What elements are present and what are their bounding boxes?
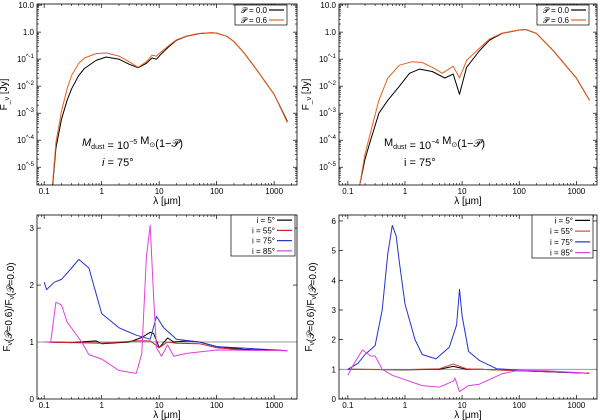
legend: i = 5° i = 55° i = 75° i = 85° [531,214,594,259]
series-line [347,224,590,374]
annotation: Mdust = 10−5 M⊙(1−𝒫) [82,135,183,152]
x-axis-label: λ [μm] [454,196,482,207]
annotation: i = 75° [404,157,436,169]
x-tick-label: 1000 [265,401,283,410]
y-axis-label: Fν(𝒫=0.6)/Fν(𝒫=0.0) [304,262,319,351]
y-tick-label: 10^-2 [319,81,337,91]
series-line [359,29,590,185]
x-tick-label: 10 [155,401,164,410]
annotation: i = 75° [102,157,134,169]
x-tick-label: 0.1 [39,187,51,196]
x-axis-label: λ [μm] [153,410,181,420]
y-tick-label: 3 [30,224,35,233]
plot-frame [36,214,298,400]
x-tick-label: 1000 [265,187,283,196]
legend-label: 𝒫 = 0.0 [543,6,570,15]
x-tick-label: 1000 [567,401,585,410]
y-tick-label: 0 [332,395,337,404]
y-tick-label: 6 [332,217,337,226]
series-line [347,349,590,393]
y-tick-label: 10^-3 [319,108,337,118]
legend-label: 𝒫 = 0.0 [241,6,268,15]
legend-label: 𝒫 = 0.6 [241,16,268,25]
y-tick-label: 5 [332,247,337,256]
panel-3: 0.1 1 10 100 1000 0 1 2 3 i = 5°i = 55° i = 75°i =… [2,214,298,420]
legend-label: i = 5° [256,216,275,225]
series-line [44,224,288,374]
y-tick-label: 10^-4 [17,135,35,145]
y-tick-label: 1.0 [325,28,337,37]
annotation: Mdust = 10−4 M⊙(1−𝒫) [384,135,485,152]
legend: 𝒫 = 0.0𝒫 = 0.6 [536,4,590,26]
legend-label: i = 85° [252,247,275,256]
x-tick-label: 100 [210,187,224,196]
legend-label: 𝒫 = 0.6 [543,16,570,25]
x-tick-label: 1 [99,401,104,410]
legend-box [230,214,296,257]
panel-4: 0.1 1 10 100 1000 0 1 2 3 4 5 6 i = 5° i = 55° i = 75°… [304,214,598,420]
y-tick-label: 0 [30,395,35,404]
legend: i = 5°i = 55° i = 75°i = 85° [230,214,296,257]
x-tick-label: 10 [458,401,467,410]
legend-label: i = 55° [550,227,573,236]
plot-frame [338,3,598,186]
y-tick-label: 4 [332,276,337,285]
x-tick-label: 100 [210,401,224,410]
legend-label: i = 85° [550,249,573,258]
y-tick-label: 2 [332,336,337,345]
plot-frame [36,3,298,186]
y-tick-label: 2 [30,281,35,290]
y-tick-label: 1.0 [23,28,35,37]
x-tick-label: 10 [458,187,467,196]
y-tick-label: 10.0 [320,1,336,10]
legend-label: i = 75° [252,237,275,246]
x-tick-label: 0.1 [342,401,354,410]
y-axis-label: F_ν [Jy] [301,78,313,110]
y-tick-label: 3 [332,306,337,315]
y-tick-label: 10^-5 [17,162,35,172]
y-tick-label: 10.0 [18,1,34,10]
x-tick-label: 1 [99,187,104,196]
x-tick-label: 1 [403,401,408,410]
y-tick-label: 10^-5 [319,162,337,172]
x-tick-label: 100 [513,401,527,410]
y-tick-label: 10^-3 [17,108,35,118]
series-line [43,258,288,352]
y-tick-label: 1 [30,338,35,347]
y-tick-label: 10^-1 [319,54,337,64]
x-tick-label: 1000 [567,187,585,196]
x-axis-label: λ [μm] [153,196,181,207]
x-tick-label: 0.1 [39,401,51,410]
series-line [44,340,288,352]
legend: 𝒫 = 0.0𝒫 = 0.6 [234,4,288,26]
series-line [52,32,288,184]
y-tick-label: 10^-2 [17,81,35,91]
x-tick-label: 0.1 [342,187,354,196]
y-tick-label: 10^-4 [319,135,337,145]
y-axis-label: F_ν [Jy] [0,78,11,110]
y-axis-label: Fν(𝒫=0.6)/Fν(𝒫=0.0) [2,262,17,351]
legend-label: i = 5° [554,216,573,225]
x-tick-label: 100 [513,187,527,196]
legend-label: i = 55° [252,226,275,235]
series-line [347,363,590,374]
series-line [52,32,288,185]
panel-2: 0.1 1 10 100 1000 10.0 1.0 10^-1 10^-2 10^-3 10^-4… [301,1,598,207]
x-tick-label: 1 [403,187,408,196]
panel-1: 0.1 1 10 100 1000 10.0 1.0 10^-1 10^-2 10^-3 10^-4… [0,1,298,207]
y-tick-label: 10^-1 [17,54,35,64]
y-tick-label: 1 [332,365,337,374]
legend-label: i = 75° [550,238,573,247]
legend-box [531,214,594,259]
x-tick-label: 10 [155,187,164,196]
x-axis-label: λ [μm] [454,410,482,420]
plot-frame [338,214,598,400]
